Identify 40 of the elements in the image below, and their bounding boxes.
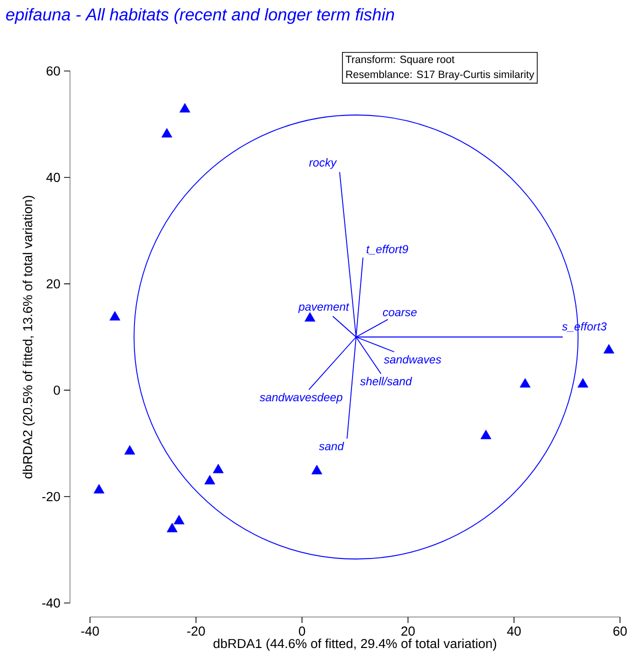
point — [161, 128, 172, 138]
series-label: sandwavesdeep — [260, 392, 342, 404]
point — [124, 445, 136, 455]
y-tick-label: -20 — [42, 492, 60, 502]
point — [578, 378, 588, 388]
y-tick-label: 0 — [54, 386, 60, 395]
x-tick-label: 60 — [613, 626, 627, 636]
point — [204, 474, 216, 484]
point — [179, 103, 190, 112]
series-label: rocky — [309, 158, 338, 169]
point — [174, 514, 184, 524]
x-axis-title: dbRDA1 (44.6% of fitted, 29.4% of total variation) — [214, 638, 496, 651]
x-tick-label: 0 — [298, 626, 306, 636]
x-tick-label: 20 — [401, 626, 415, 636]
y-tick-label: 40 — [46, 172, 60, 182]
point — [520, 378, 531, 388]
y-tick-label: -40 — [42, 598, 60, 608]
series-label: sandwaves — [384, 355, 442, 364]
point — [480, 430, 492, 440]
series-label: shell/sand — [360, 376, 412, 386]
series-label: sand — [318, 442, 344, 450]
y-tick-label: 20 — [46, 279, 60, 288]
text: Transform: Square root — [346, 55, 454, 66]
series-label: pavement — [298, 303, 350, 314]
series-label: t_effort9 — [366, 244, 408, 255]
point — [166, 522, 178, 532]
annotation: Resemblance: S17 Bray-Curtis similarity — [346, 70, 534, 80]
chart-title: epifauna - All habitats (recent and longer term fishin — [6, 8, 394, 24]
y-axis-title: dbRDA2 (20.5% of fitted, 13.6% of total variation) — [22, 196, 35, 478]
y-tick-label: 60 — [46, 66, 60, 76]
point — [603, 344, 614, 354]
point — [212, 464, 224, 474]
series-label: coarse — [382, 310, 417, 316]
point — [304, 312, 316, 322]
x-tick-label: 40 — [507, 626, 521, 636]
point — [110, 311, 120, 321]
x-tick-label: -20 — [187, 626, 205, 636]
point — [94, 484, 104, 494]
point — [311, 464, 322, 474]
x-tick-label: -40 — [81, 626, 99, 636]
